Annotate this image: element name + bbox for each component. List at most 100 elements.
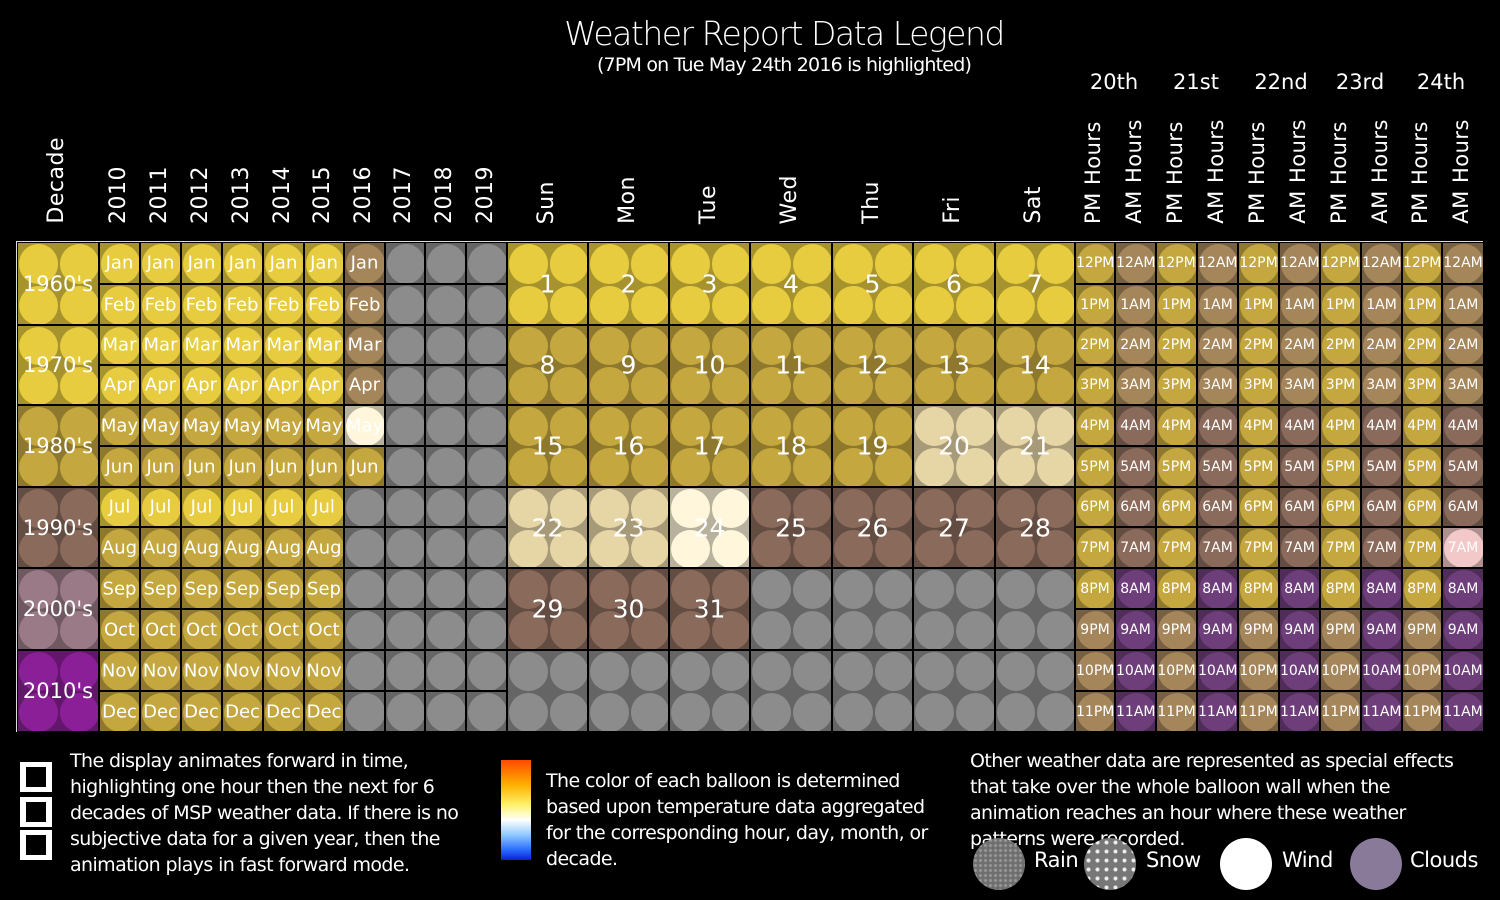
balloon <box>387 448 424 486</box>
am-hour-cell: 4AM <box>1442 405 1484 446</box>
balloon <box>1240 693 1278 731</box>
am-hour-cell: 8AM <box>1279 568 1320 609</box>
balloon <box>793 570 831 609</box>
balloon <box>915 285 954 324</box>
empty-cell <box>913 650 995 732</box>
column-label: Thu <box>858 181 884 224</box>
month-cell: Nov <box>181 650 222 691</box>
empty-cell <box>750 568 832 650</box>
column-label: AM Hours <box>1121 119 1146 224</box>
am-hour-cell: 11AM <box>1197 691 1238 732</box>
balloon <box>549 693 587 731</box>
pm-hour-cell: 4PM <box>1402 405 1442 446</box>
balloon <box>915 448 954 486</box>
month-cell: Jan <box>304 242 344 284</box>
empty-cell <box>425 527 466 568</box>
balloon <box>1404 286 1441 324</box>
balloon <box>1037 407 1074 446</box>
balloon <box>834 367 873 404</box>
day-cell: 8 <box>507 325 588 405</box>
pm-hour-cell: 8PM <box>1320 568 1361 609</box>
page-title: Weather Report Data Legend <box>564 14 1005 53</box>
pm-hour-cell: 2PM <box>1156 325 1197 365</box>
balloon <box>793 448 831 486</box>
am-hour-cell: 10AM <box>1361 650 1402 691</box>
balloon <box>468 489 506 526</box>
month-cell: Aug <box>222 527 263 568</box>
clouds-label: Clouds <box>1410 848 1478 872</box>
month-cell: Jun <box>222 446 263 487</box>
balloon <box>1281 286 1319 324</box>
month-cell: Jun <box>304 446 344 487</box>
empty-cell <box>425 446 466 487</box>
balloon <box>1281 367 1319 404</box>
balloon <box>1240 327 1278 364</box>
month-cell: Mar <box>344 325 385 365</box>
balloon <box>224 286 262 324</box>
pm-hour-cell: 6PM <box>1320 487 1361 527</box>
balloon <box>509 570 548 609</box>
balloon <box>1363 286 1401 324</box>
day-cell: 7 <box>995 242 1075 325</box>
month-cell: Dec <box>140 691 181 732</box>
balloon <box>1281 529 1319 567</box>
balloon <box>956 244 994 284</box>
balloon <box>509 448 548 486</box>
balloon <box>1117 286 1155 324</box>
balloon <box>1077 611 1114 649</box>
column-label: Sat <box>1021 186 1046 224</box>
am-hour-cell: 2AM <box>1361 325 1402 365</box>
empty-cell <box>385 527 425 568</box>
balloon <box>711 611 749 649</box>
balloon <box>509 327 548 365</box>
balloon <box>346 407 384 445</box>
balloon <box>101 570 139 608</box>
balloon <box>346 693 384 731</box>
balloon <box>711 407 749 446</box>
balloon <box>306 652 343 690</box>
empty-cell <box>385 609 425 650</box>
balloon <box>101 367 139 404</box>
balloon <box>1281 611 1319 649</box>
day-cell: 12 <box>832 325 913 405</box>
day-header: 20th <box>1089 70 1139 94</box>
balloon <box>60 693 98 731</box>
decade-cell: 2000's <box>17 568 99 650</box>
balloon <box>590 244 629 284</box>
snow-label: Snow <box>1146 848 1201 872</box>
day-cell: 11 <box>750 325 832 405</box>
column-label: PM Hours <box>1081 121 1105 224</box>
balloon <box>265 286 303 324</box>
balloon <box>793 285 831 324</box>
balloon <box>19 367 58 404</box>
empty-cell <box>385 650 425 691</box>
balloon <box>265 529 303 567</box>
am-hour-cell: 1AM <box>1361 284 1402 325</box>
temperature-color-bar <box>501 760 531 860</box>
balloon <box>1037 611 1074 649</box>
balloon <box>1240 570 1278 608</box>
balloon <box>1240 489 1278 526</box>
balloon <box>549 244 587 284</box>
empty-cell <box>466 405 507 446</box>
balloon <box>224 489 262 526</box>
month-cell: Oct <box>181 609 222 650</box>
balloon <box>752 407 791 446</box>
pm-hour-cell: 3PM <box>1075 365 1115 405</box>
pm-hour-cell: 8PM <box>1075 568 1115 609</box>
balloon <box>671 570 710 609</box>
am-hour-cell: 3AM <box>1115 365 1156 405</box>
month-cell: Feb <box>344 284 385 325</box>
balloon <box>671 367 710 404</box>
balloon <box>346 286 384 324</box>
balloon <box>509 489 548 528</box>
empty-cell <box>466 609 507 650</box>
balloon <box>1077 327 1114 364</box>
balloon <box>834 244 873 284</box>
balloon <box>265 367 303 404</box>
balloon <box>306 244 343 283</box>
empty-cell <box>466 242 507 284</box>
balloon <box>956 327 994 365</box>
empty-cell <box>425 405 466 446</box>
pm-hour-cell: 1PM <box>1320 284 1361 325</box>
